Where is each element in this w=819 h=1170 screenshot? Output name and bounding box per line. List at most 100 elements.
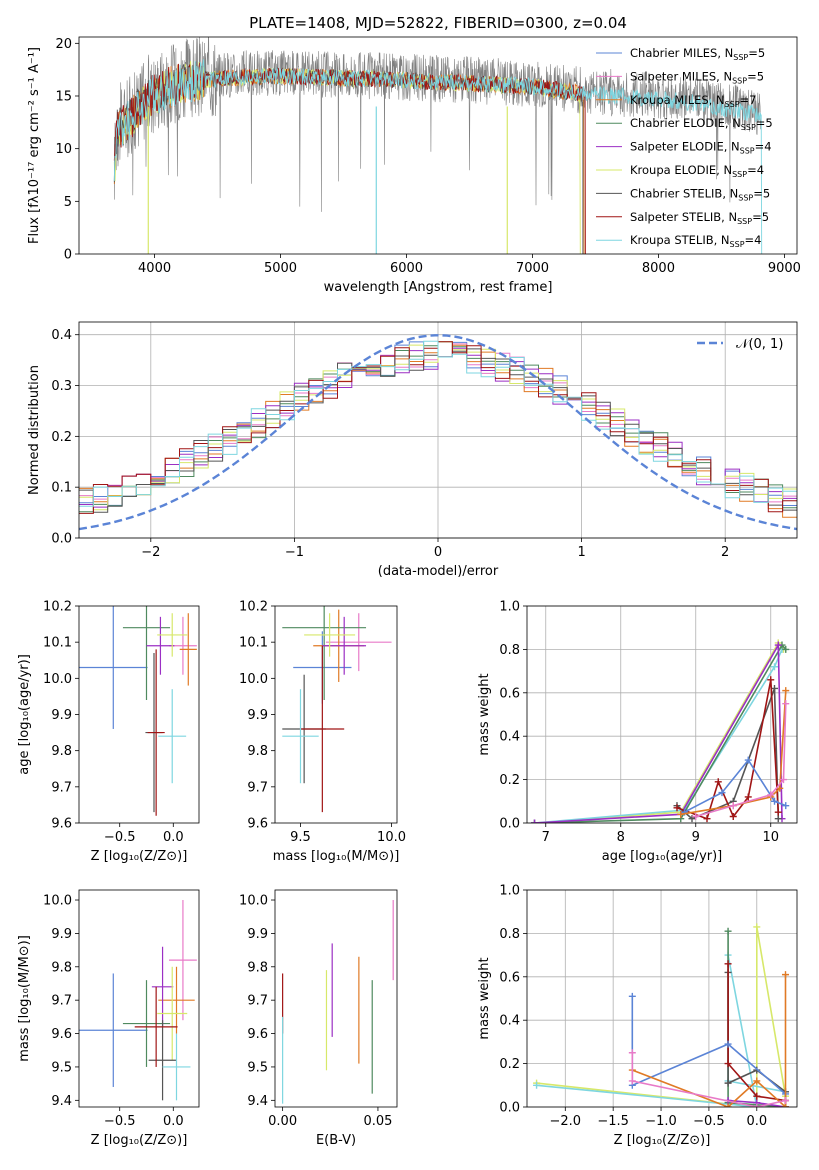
x-tick-label: 9 (692, 830, 700, 845)
y-tick-label: 0.4 (499, 730, 520, 745)
plus-marker (724, 927, 732, 935)
x-tick-label: −2 (141, 545, 160, 560)
y-tick-label: 9.7 (51, 780, 72, 795)
x-tick-label: 8000 (642, 261, 675, 276)
plus-marker (714, 778, 722, 786)
y-tick-label: 9.6 (51, 817, 72, 832)
x-tick-label: 4000 (138, 261, 171, 276)
y-tick-label: 10.2 (239, 600, 268, 615)
plus-marker (771, 684, 778, 692)
y-tick-label: 5 (64, 195, 72, 210)
y-tick-label: 9.4 (247, 1094, 268, 1109)
y-tick-label: 0.0 (51, 532, 72, 547)
plus-marker (767, 791, 775, 799)
y-tick-label: 0.6 (499, 970, 520, 985)
y-tick-label: 20 (55, 37, 72, 52)
plus-marker (692, 812, 700, 820)
legend-label-text: Chabrier STELIB, N (630, 186, 738, 200)
plus-marker (776, 784, 784, 792)
legend-label-subscript: SSP (725, 100, 740, 109)
y-tick-label: 0.6 (499, 686, 520, 701)
legend-label-count: =4 (747, 163, 764, 177)
plus-marker (628, 1077, 636, 1085)
axes-frame (78, 321, 798, 539)
legend-label-text: Kroupa ELODIE, N (630, 163, 732, 177)
plus-marker (774, 815, 782, 823)
plus-marker (673, 804, 681, 812)
y-tick-label: 9.6 (51, 1027, 72, 1042)
plus-marker (782, 802, 790, 810)
y-tick-label: 9.7 (247, 994, 268, 1009)
y-axis-label: Normed distribution (27, 365, 42, 495)
y-tick-label: 10.0 (43, 672, 72, 687)
y-tick-label: 0.8 (499, 927, 520, 942)
plus-marker (688, 815, 696, 823)
plus-marker (774, 641, 782, 649)
y-tick-label: 10.1 (239, 636, 268, 651)
x-tick-label: 10 (762, 830, 779, 845)
histogram-step-line (79, 340, 797, 507)
x-axis-label: (data-model)/error (378, 564, 499, 579)
x-tick-label: 7 (542, 830, 550, 845)
legend-label-subscript: SSP (732, 170, 747, 179)
y-tick-label: 0.8 (499, 643, 520, 658)
plus-marker (729, 802, 737, 810)
y-tick-label: 10 (55, 142, 72, 157)
plus-marker (718, 789, 726, 797)
mass-vs-extinction-panel: 0.00 0.05 9.4 9.5 9.6 9.7 9.8 9.9 10.0 E(B-V) (239, 889, 398, 1148)
y-tick-label: 1.0 (499, 600, 520, 615)
y-tick-label: 9.5 (247, 1060, 268, 1075)
mass-weight-line (534, 642, 783, 823)
plus-marker (771, 663, 778, 671)
model-spectrum-line (113, 59, 763, 254)
x-axis-label: mass [log₁₀(M/M⊙)] (273, 849, 400, 864)
legend-label-count: =5 (747, 69, 764, 83)
legend-label-count: =5 (756, 116, 773, 130)
plot-area (533, 923, 790, 1107)
legend-label: Salpeter ELODIE, NSSP=4 (630, 140, 772, 156)
x-tick-label: 0 (434, 545, 442, 560)
x-tick-label: 0.0 (746, 1114, 767, 1129)
plus-marker (677, 810, 685, 818)
legend-label: Salpeter STELIB, NSSP=5 (630, 210, 769, 226)
x-tick-label: 0.0 (163, 1114, 184, 1129)
legend-label-text: Kroupa MILES, N (630, 93, 725, 107)
age-vs-mass-panel: 9.5 10.0 9.6 9.7 9.8 9.9 10.0 10.1 10.2 mass [log… (239, 600, 406, 865)
plus-marker (780, 776, 787, 784)
y-tick-label: 9.5 (51, 1060, 72, 1075)
x-tick-label: 9000 (768, 261, 801, 276)
x-tick-label: −1 (285, 545, 304, 560)
age-vs-metallicity-panel: −0.5 0.0 9.6 9.7 9.8 9.9 10.0 10.1 10.2 Z [log₁₀(… (17, 600, 200, 864)
y-axis-label: mass [log₁₀(M/M⊙)] (17, 935, 32, 1062)
x-axis-label: Z [log₁₀(Z/Z⊙)] (614, 1133, 711, 1148)
plus-marker (771, 797, 778, 805)
legend-label-text: Salpeter MILES, N (630, 69, 732, 83)
plus-marker (724, 1103, 732, 1107)
plus-marker (628, 1049, 636, 1057)
x-tick-label: 8 (617, 830, 625, 845)
y-tick-label: 0.0 (499, 817, 520, 832)
y-tick-label: 9.8 (51, 960, 72, 975)
plus-marker (724, 1040, 732, 1048)
mass-weight-line (631, 1052, 786, 1107)
legend-label: Kroupa ELODIE, NSSP=4 (630, 163, 764, 179)
y-tick-label: 0.3 (51, 379, 72, 394)
plus-marker (531, 819, 538, 823)
mass-weight-line (536, 926, 787, 1107)
y-tick-label: 0.4 (499, 1014, 520, 1029)
y-tick-label: 0.4 (51, 328, 72, 343)
y-tick-label: 0.2 (499, 773, 520, 788)
y-tick-label: 9.7 (51, 994, 72, 1009)
legend-label-subscript: SSP (732, 76, 747, 85)
axes-frame (526, 605, 798, 824)
plus-marker (753, 1103, 761, 1107)
plot-area (531, 639, 790, 823)
x-tick-label: 0.00 (268, 1114, 297, 1129)
legend-label-text: Kroupa STELIB, N (630, 233, 730, 247)
axes-frame (78, 889, 200, 1108)
y-axis-label: age [log₁₀(age/yr)] (17, 654, 32, 775)
legend-label: Chabrier STELIB, NSSP=5 (630, 186, 770, 202)
plus-marker (767, 676, 775, 684)
axes-frame (526, 889, 798, 1108)
plus-marker (782, 971, 790, 979)
